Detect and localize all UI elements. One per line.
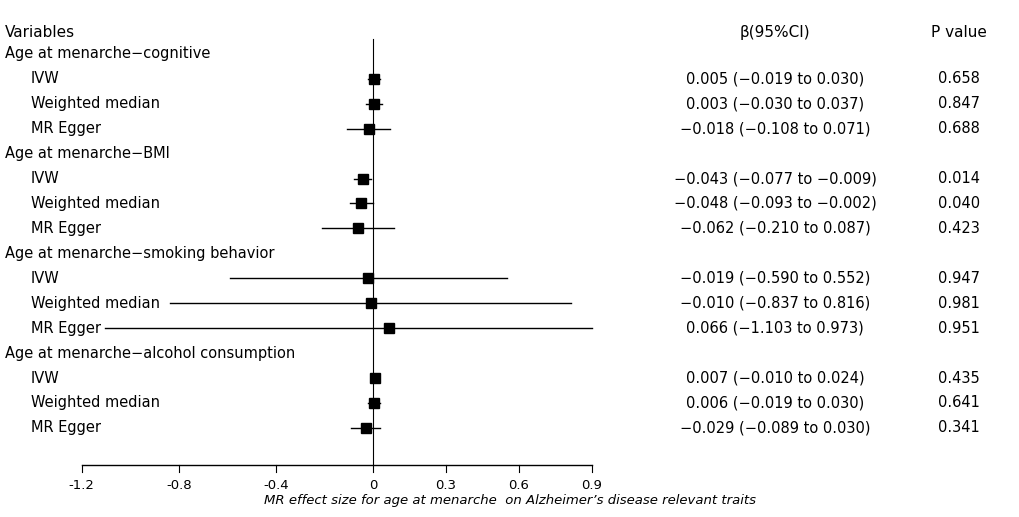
- Text: 0.014: 0.014: [936, 171, 979, 186]
- Text: −0.029 (−0.089 to 0.030): −0.029 (−0.089 to 0.030): [680, 420, 869, 435]
- Text: -0.8: -0.8: [166, 479, 192, 492]
- Text: Age at menarche−cognitive: Age at menarche−cognitive: [5, 47, 210, 62]
- Text: IVW: IVW: [31, 71, 59, 86]
- Text: β(95%CI): β(95%CI): [739, 25, 810, 40]
- Text: 0.3: 0.3: [435, 479, 455, 492]
- Text: Age at menarche−alcohol consumption: Age at menarche−alcohol consumption: [5, 345, 296, 360]
- Text: −0.010 (−0.837 to 0.816): −0.010 (−0.837 to 0.816): [680, 296, 869, 311]
- Text: 0.9: 0.9: [581, 479, 601, 492]
- Text: −0.062 (−0.210 to 0.087): −0.062 (−0.210 to 0.087): [679, 221, 870, 236]
- Text: 0.040: 0.040: [936, 196, 979, 211]
- Text: Variables: Variables: [5, 25, 75, 40]
- Text: MR effect size for age at menarche  on Alzheimer’s disease relevant traits: MR effect size for age at menarche on Al…: [264, 494, 755, 507]
- Text: -0.4: -0.4: [263, 479, 288, 492]
- Text: 0.423: 0.423: [936, 221, 979, 236]
- Text: −0.019 (−0.590 to 0.552): −0.019 (−0.590 to 0.552): [680, 271, 869, 286]
- Text: Age at menarche−smoking behavior: Age at menarche−smoking behavior: [5, 246, 274, 261]
- Text: 0.688: 0.688: [936, 121, 979, 136]
- Text: 0.951: 0.951: [936, 321, 979, 336]
- Text: 0.658: 0.658: [936, 71, 979, 86]
- Text: Age at menarche−BMI: Age at menarche−BMI: [5, 146, 170, 161]
- Text: P value: P value: [930, 25, 985, 40]
- Text: 0.341: 0.341: [937, 420, 978, 435]
- Text: IVW: IVW: [31, 171, 59, 186]
- Text: 0.641: 0.641: [936, 396, 979, 410]
- Text: −0.043 (−0.077 to −0.009): −0.043 (−0.077 to −0.009): [674, 171, 875, 186]
- Text: 0.6: 0.6: [507, 479, 529, 492]
- Text: MR Egger: MR Egger: [31, 121, 101, 136]
- Text: 0: 0: [369, 479, 377, 492]
- Text: Weighted median: Weighted median: [31, 296, 159, 311]
- Text: −0.018 (−0.108 to 0.071): −0.018 (−0.108 to 0.071): [680, 121, 869, 136]
- Text: MR Egger: MR Egger: [31, 221, 101, 236]
- Text: 0.847: 0.847: [936, 96, 979, 111]
- Text: -1.2: -1.2: [68, 479, 95, 492]
- Text: Weighted median: Weighted median: [31, 396, 159, 410]
- Text: −0.048 (−0.093 to −0.002): −0.048 (−0.093 to −0.002): [674, 196, 875, 211]
- Text: IVW: IVW: [31, 271, 59, 286]
- Text: 0.003 (−0.030 to 0.037): 0.003 (−0.030 to 0.037): [686, 96, 863, 111]
- Text: Weighted median: Weighted median: [31, 196, 159, 211]
- Text: 0.005 (−0.019 to 0.030): 0.005 (−0.019 to 0.030): [686, 71, 863, 86]
- Text: 0.007 (−0.010 to 0.024): 0.007 (−0.010 to 0.024): [685, 371, 864, 386]
- Text: 0.981: 0.981: [936, 296, 979, 311]
- Text: Weighted median: Weighted median: [31, 96, 159, 111]
- Text: 0.006 (−0.019 to 0.030): 0.006 (−0.019 to 0.030): [686, 396, 863, 410]
- Text: IVW: IVW: [31, 371, 59, 386]
- Text: MR Egger: MR Egger: [31, 420, 101, 435]
- Text: 0.435: 0.435: [937, 371, 978, 386]
- Text: 0.947: 0.947: [936, 271, 979, 286]
- Text: 0.066 (−1.103 to 0.973): 0.066 (−1.103 to 0.973): [686, 321, 863, 336]
- Text: MR Egger: MR Egger: [31, 321, 101, 336]
